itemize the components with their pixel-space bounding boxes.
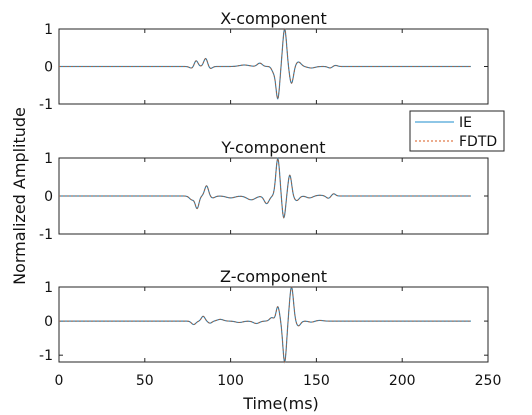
y-tick-label: 0 (44, 60, 53, 76)
shared-y-axis-label: Normalized Amplitude (10, 107, 29, 285)
panel-title: Z-component (220, 267, 327, 286)
series-overlay-line (59, 158, 471, 219)
x-tick-label: 200 (389, 373, 416, 389)
x-tick-label: 250 (475, 373, 502, 389)
y-tick-label: -1 (39, 348, 53, 364)
shared-x-axis-label: Time(ms) (242, 394, 319, 413)
series-fdtd-line (59, 27, 471, 100)
legend-label-ie: IE (459, 115, 472, 131)
series-ie-line (59, 157, 471, 219)
x-tick-label: 0 (55, 373, 64, 389)
y-tick-label: 0 (44, 189, 53, 205)
y-tick-label: 0 (44, 314, 53, 330)
y-tick-label: -1 (39, 227, 53, 243)
panel-1: X-component -1 0 1 (39, 9, 489, 113)
y-tick-label: 1 (44, 151, 53, 167)
legend-box (409, 110, 505, 152)
legend: IE FDTD (409, 110, 505, 152)
series-fdtd-line (59, 157, 471, 219)
y-tick-label: -1 (39, 97, 53, 113)
legend-label-fdtd: FDTD (459, 134, 497, 150)
axes-box (58, 286, 489, 363)
x-tick-label: 50 (136, 373, 154, 389)
panel-title: X-component (220, 9, 326, 28)
series-ie-line (59, 285, 471, 364)
panel-3: Z-component -1 0 1 (39, 267, 489, 364)
panel-2: Y-component -1 0 1 (39, 138, 489, 243)
series-fdtd-line (59, 285, 471, 364)
series-ie-line (59, 27, 471, 100)
series-overlay-line (59, 286, 471, 363)
y-tick-label: 1 (44, 280, 53, 296)
x-tick-label: 100 (217, 373, 244, 389)
y-tick-label: 1 (44, 22, 53, 38)
series-overlay-line (59, 28, 471, 100)
panel-title: Y-component (220, 138, 325, 157)
x-tick-label: 150 (303, 373, 330, 389)
